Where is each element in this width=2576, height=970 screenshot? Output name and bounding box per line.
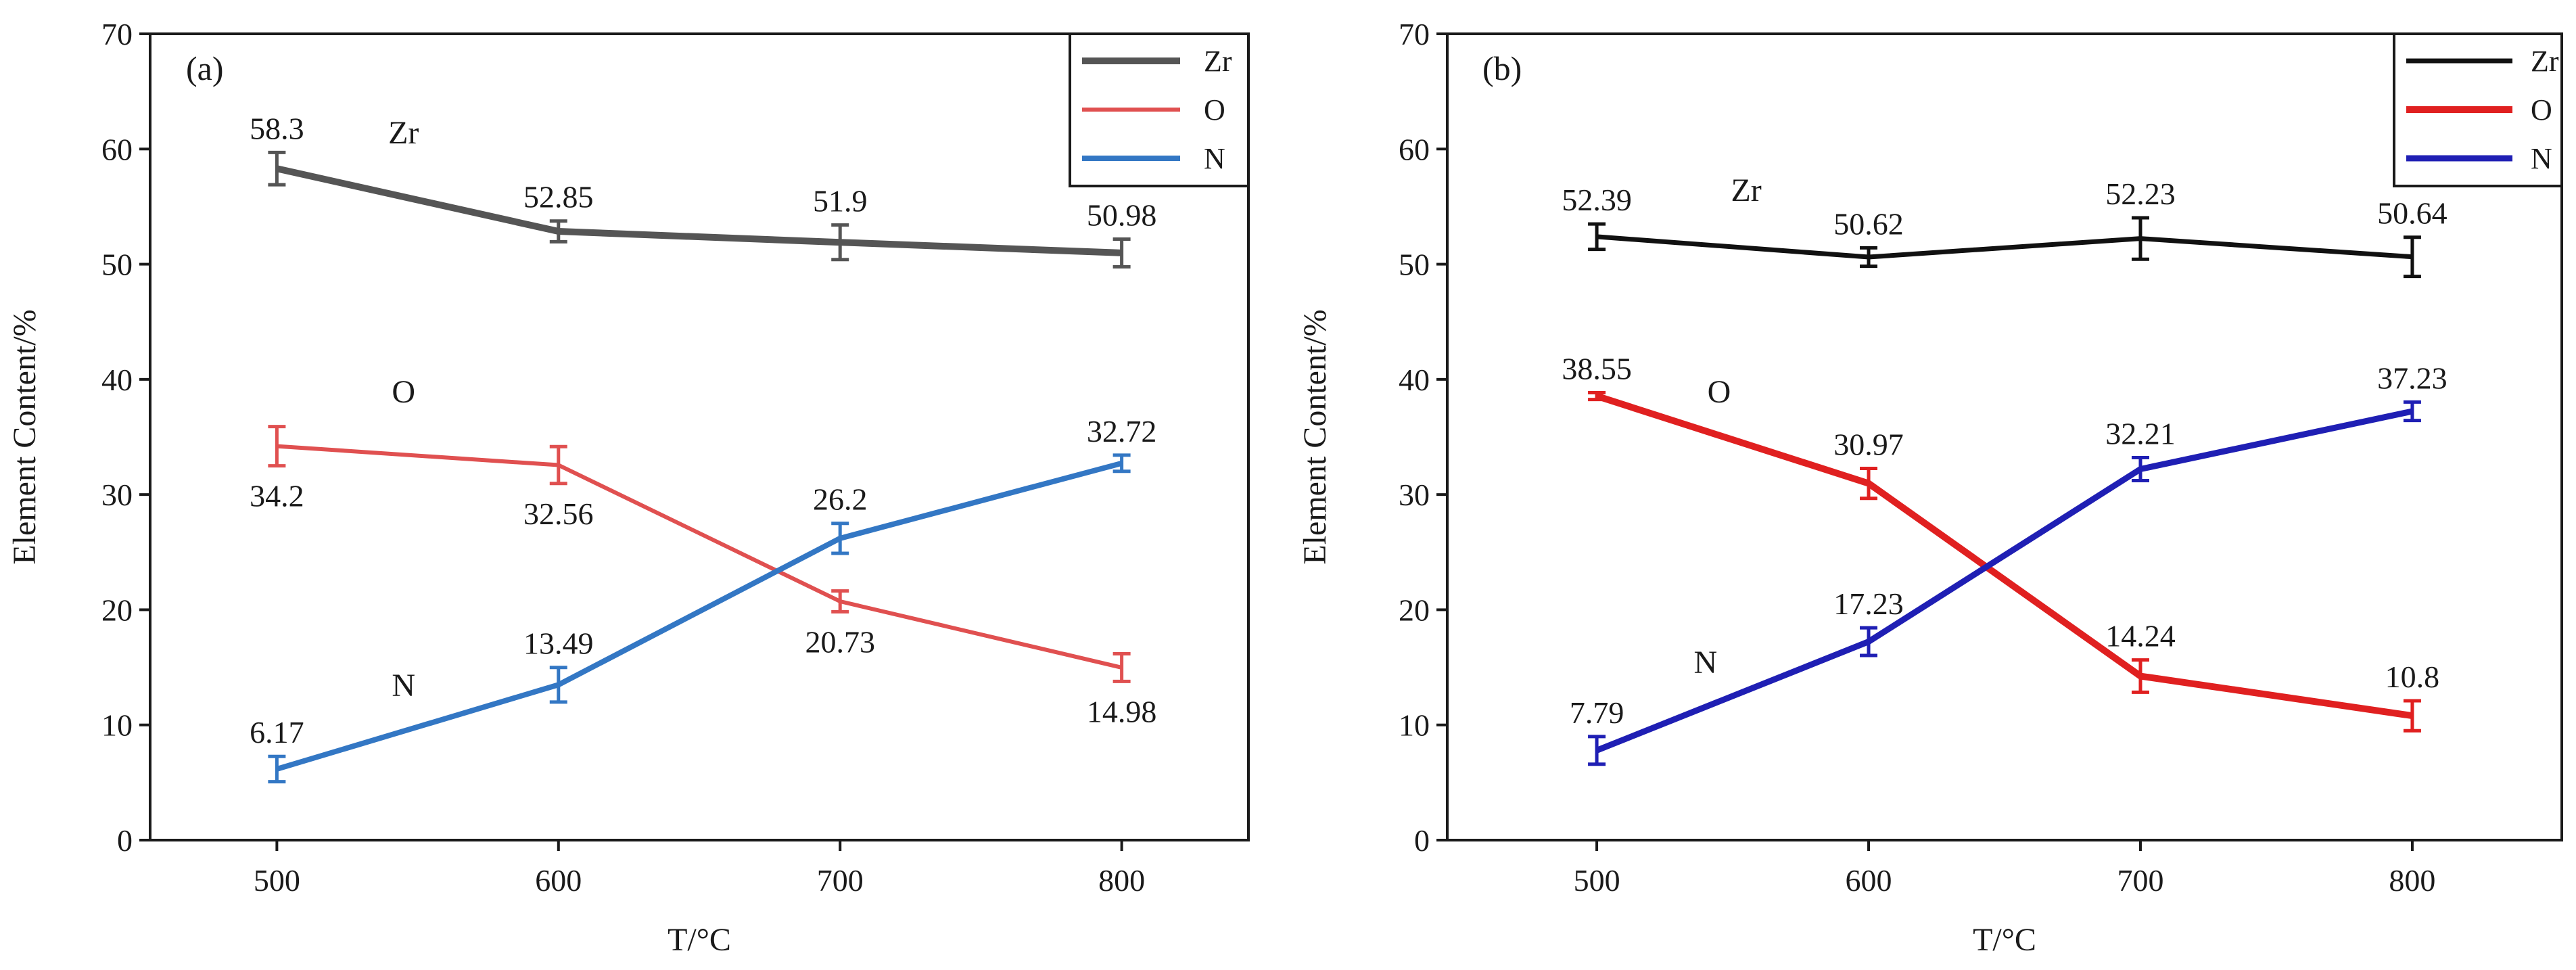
data-label: 34.2 [250,479,304,513]
data-label: 13.49 [523,626,594,661]
y-tick-label: 0 [1414,823,1430,858]
series-line-o [1595,392,2413,720]
y-tick-label: 70 [1399,17,1430,51]
data-label: 50.62 [1833,206,1904,241]
x-tick-label: 800 [2389,863,2435,898]
x-tick-label: 500 [254,863,300,898]
y-tick-label: 0 [117,823,133,858]
data-label: 32.56 [523,496,594,531]
series-line-zr [1596,234,2413,260]
legend-label-o: O [2531,93,2552,126]
data-label: 14.98 [1087,694,1157,729]
data-label: 32.21 [2105,416,2176,451]
x-tick-label: 700 [817,863,864,898]
y-tick-label: 60 [1399,132,1430,166]
chart-panel-b: 0 10 20 30 40 50 60 70 500 600 700 800 Element Conte… [1297,17,2563,958]
y-tick-label: 70 [101,17,133,51]
x-tick-label: 700 [2117,863,2163,898]
series-annotation: N [1694,645,1718,680]
legend: Zr ON [2393,32,2563,187]
legend-label-o: O [1204,93,1225,126]
series-annotation: O [392,374,415,410]
data-label: 7.79 [1570,695,1624,730]
y-axis-title: Element Content/% [7,309,43,564]
legend-label-n: N [2531,142,2552,175]
y-tick-label: 30 [1399,478,1430,512]
y-tick-label: 60 [101,132,133,166]
legend: Zr ON [1069,32,1250,187]
plot-frame [149,32,1250,841]
data-label: 52.23 [2105,177,2176,211]
series-annotation: Zr [1731,172,1761,208]
data-label: 30.97 [1833,427,1904,461]
y-tick-label: 20 [1399,593,1430,627]
data-label: 51.9 [813,184,868,218]
data-label: 14.24 [2105,619,2176,653]
x-tick-label: 500 [1574,863,1620,898]
series-line-n [1595,408,2413,754]
series-n: 6.17 13.49 26.2 32.72 N [250,414,1157,784]
y-tick-label: 10 [1399,708,1430,743]
series-n: 7.79 17.23 32.21 37.23 N [1570,361,2448,766]
data-label: 32.72 [1087,414,1157,448]
series-line-o [277,444,1123,670]
x-tick-label: 600 [1846,863,1892,898]
panel-label: (b) [1482,49,1522,87]
series-annotation: Zr [388,115,419,151]
series-o: 34.2 32.56 20.73 14.98 O [250,374,1156,729]
series-annotation: N [392,668,415,703]
data-label: 50.98 [1087,198,1157,232]
legend-label-zr: Zr [1204,45,1232,78]
data-label: 37.23 [2377,361,2448,395]
x-axis-title: T/°C [668,922,731,958]
data-label: 17.23 [1833,586,1904,621]
series-zr: 58.3 52.85 51.9 50.98 Zr [250,111,1157,269]
x-tick-label: 800 [1098,863,1145,898]
data-label: 20.73 [805,624,875,659]
legend-label-n: N [1204,142,1225,175]
y-tick-label: 30 [101,478,133,512]
data-label: 10.8 [2385,660,2440,694]
series-line-n [276,460,1123,772]
series-zr: 52.39 50.62 52.23 50.64 Zr [1562,172,2448,279]
data-label: 26.2 [813,482,868,517]
data-label: 38.55 [1562,351,1632,386]
legend-label-zr: Zr [2531,45,2559,78]
y-axis-title: Element Content/% [1297,309,1333,564]
y-tick-label: 40 [101,363,133,397]
data-label: 50.64 [2377,196,2448,231]
y-tick-label: 50 [1399,248,1430,282]
y-tick-label: 20 [101,593,133,627]
chart-panel-a: 0 10 20 30 40 50 60 70 500 600 700 800 Element Conte… [7,17,1250,958]
series-o: 38.55 30.97 14.24 10.8 O [1562,351,2440,733]
data-label: 6.17 [250,715,304,749]
data-label: 52.39 [1562,183,1632,217]
y-tick-label: 10 [101,708,133,743]
y-tick-label: 50 [101,248,133,282]
panel-label: (a) [186,49,224,87]
x-axis-title: T/°C [1973,922,2036,958]
series-line-zr [276,165,1122,256]
y-tick-label: 40 [1399,363,1430,397]
data-label: 58.3 [250,111,304,145]
x-tick-label: 600 [535,863,582,898]
plot-frame [1446,32,2563,841]
data-label: 52.85 [523,180,594,214]
series-annotation: O [1708,374,1731,410]
